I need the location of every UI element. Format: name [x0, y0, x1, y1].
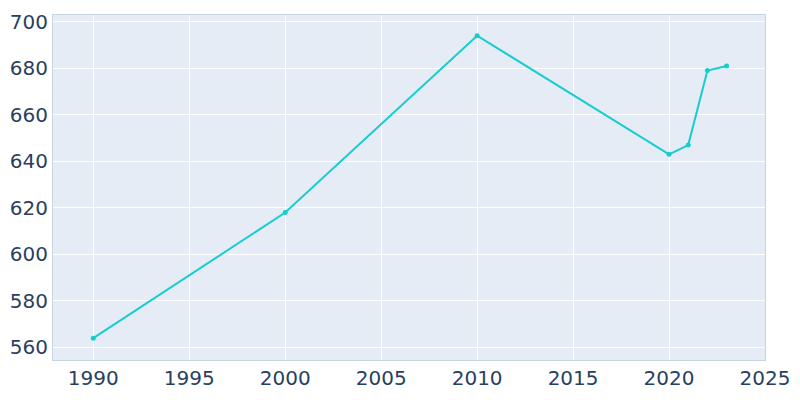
svg-text:620: 620 [10, 196, 48, 220]
svg-text:2005: 2005 [356, 366, 407, 390]
svg-text:2020: 2020 [644, 366, 695, 390]
svg-text:2010: 2010 [452, 366, 503, 390]
svg-text:640: 640 [10, 149, 48, 173]
svg-text:580: 580 [10, 289, 48, 313]
svg-text:700: 700 [10, 10, 48, 34]
svg-text:660: 660 [10, 103, 48, 127]
svg-text:1995: 1995 [164, 366, 215, 390]
svg-text:680: 680 [10, 56, 48, 80]
svg-text:2000: 2000 [260, 366, 311, 390]
svg-text:2025: 2025 [740, 366, 791, 390]
svg-text:560: 560 [10, 335, 48, 359]
svg-text:2015: 2015 [548, 366, 599, 390]
svg-text:600: 600 [10, 242, 48, 266]
svg-text:1990: 1990 [68, 366, 119, 390]
